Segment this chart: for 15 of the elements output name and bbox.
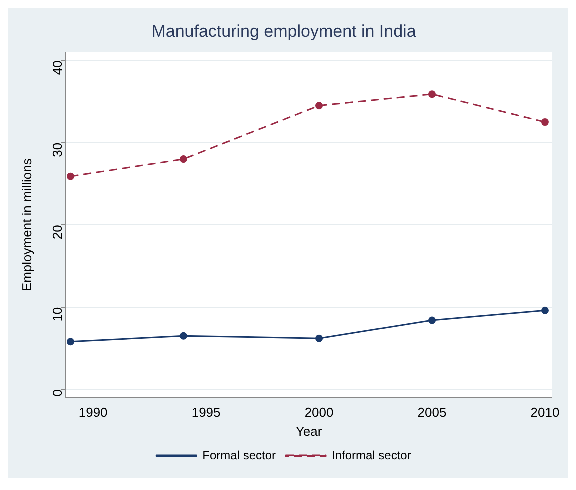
- x-tick-label: 1990: [78, 405, 108, 420]
- x-tick-label: 2000: [304, 405, 334, 420]
- y-tick-label: 40: [50, 60, 65, 76]
- x-tick-label: 1995: [192, 405, 221, 420]
- y-tick-label: 10: [50, 307, 65, 322]
- legend-label: Formal sector: [202, 448, 276, 462]
- legend-label: Informal sector: [332, 448, 412, 462]
- chart-title: Manufacturing employment in India: [152, 22, 417, 41]
- y-tick-label: 20: [50, 225, 65, 240]
- y-axis-title: Employment in millions: [19, 158, 34, 292]
- x-tick-label: 2010: [530, 405, 560, 420]
- x-tick-label: 2005: [418, 405, 447, 420]
- y-tick-label: 30: [50, 142, 65, 158]
- x-axis-title: Year: [296, 424, 323, 439]
- y-tick-label: 0: [50, 390, 65, 397]
